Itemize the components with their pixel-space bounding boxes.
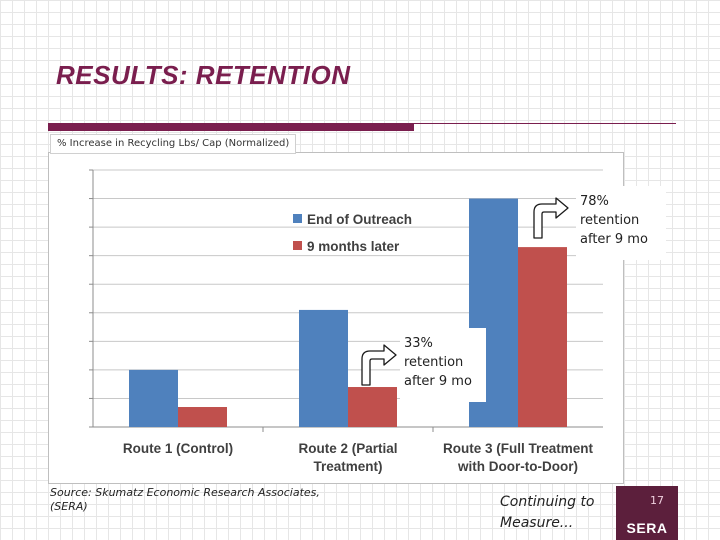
bar-9-months-later — [348, 387, 397, 427]
slide-title: RESULTS: RETENTION — [56, 60, 351, 90]
title-accent-bar — [48, 123, 414, 131]
source-line: (SERA) — [50, 500, 88, 513]
page-number: 17 — [650, 494, 664, 507]
source-note: Source: Skumatz Economic Research Associ… — [50, 486, 370, 514]
bent-arrow-up-right-icon — [361, 344, 397, 386]
callout-percent: 33% — [404, 336, 433, 351]
legend-swatch — [293, 214, 302, 223]
bar-end-of-outreach — [129, 369, 178, 427]
callout-percent: 78% — [580, 194, 609, 209]
brand-logo-text: SERA — [626, 520, 668, 536]
legend-swatch — [293, 241, 302, 250]
brand-badge: 17 SERA — [616, 486, 678, 540]
legend-label: End of Outreach — [307, 212, 412, 227]
bar-end-of-outreach — [299, 309, 348, 427]
bent-arrow-up-right-icon — [533, 197, 569, 239]
x-tick-label: Route 2 (Partial — [298, 441, 397, 456]
x-tick-label: Treatment) — [313, 459, 382, 474]
continuing-note: Continuing to Measure... — [500, 492, 595, 534]
x-tick-label: Route 1 (Control) — [123, 441, 233, 456]
bar-9-months-later — [178, 407, 227, 427]
y-axis-label: % Increase in Recycling Lbs/ Cap (Normal… — [50, 134, 297, 154]
callout-text: after 9 mo — [404, 374, 472, 389]
callout-route3-retention: 78% retention after 9 mo — [576, 186, 666, 260]
x-tick-label: with Door-to-Door) — [457, 459, 578, 474]
bar-9-months-later — [518, 247, 567, 427]
continuing-line: Continuing to — [500, 494, 595, 510]
source-line: Source: Skumatz Economic Research Associ… — [50, 486, 320, 499]
callout-route2-retention: 33% retention after 9 mo — [400, 328, 486, 402]
legend-label: 9 months later — [307, 239, 400, 254]
x-tick-label: Route 3 (Full Treatment — [443, 441, 594, 456]
callout-text: retention — [404, 355, 464, 370]
callout-text: after 9 mo — [580, 232, 648, 247]
callout-text: retention — [580, 213, 640, 228]
continuing-line: Measure... — [500, 515, 574, 531]
title-rule-line — [414, 123, 676, 124]
